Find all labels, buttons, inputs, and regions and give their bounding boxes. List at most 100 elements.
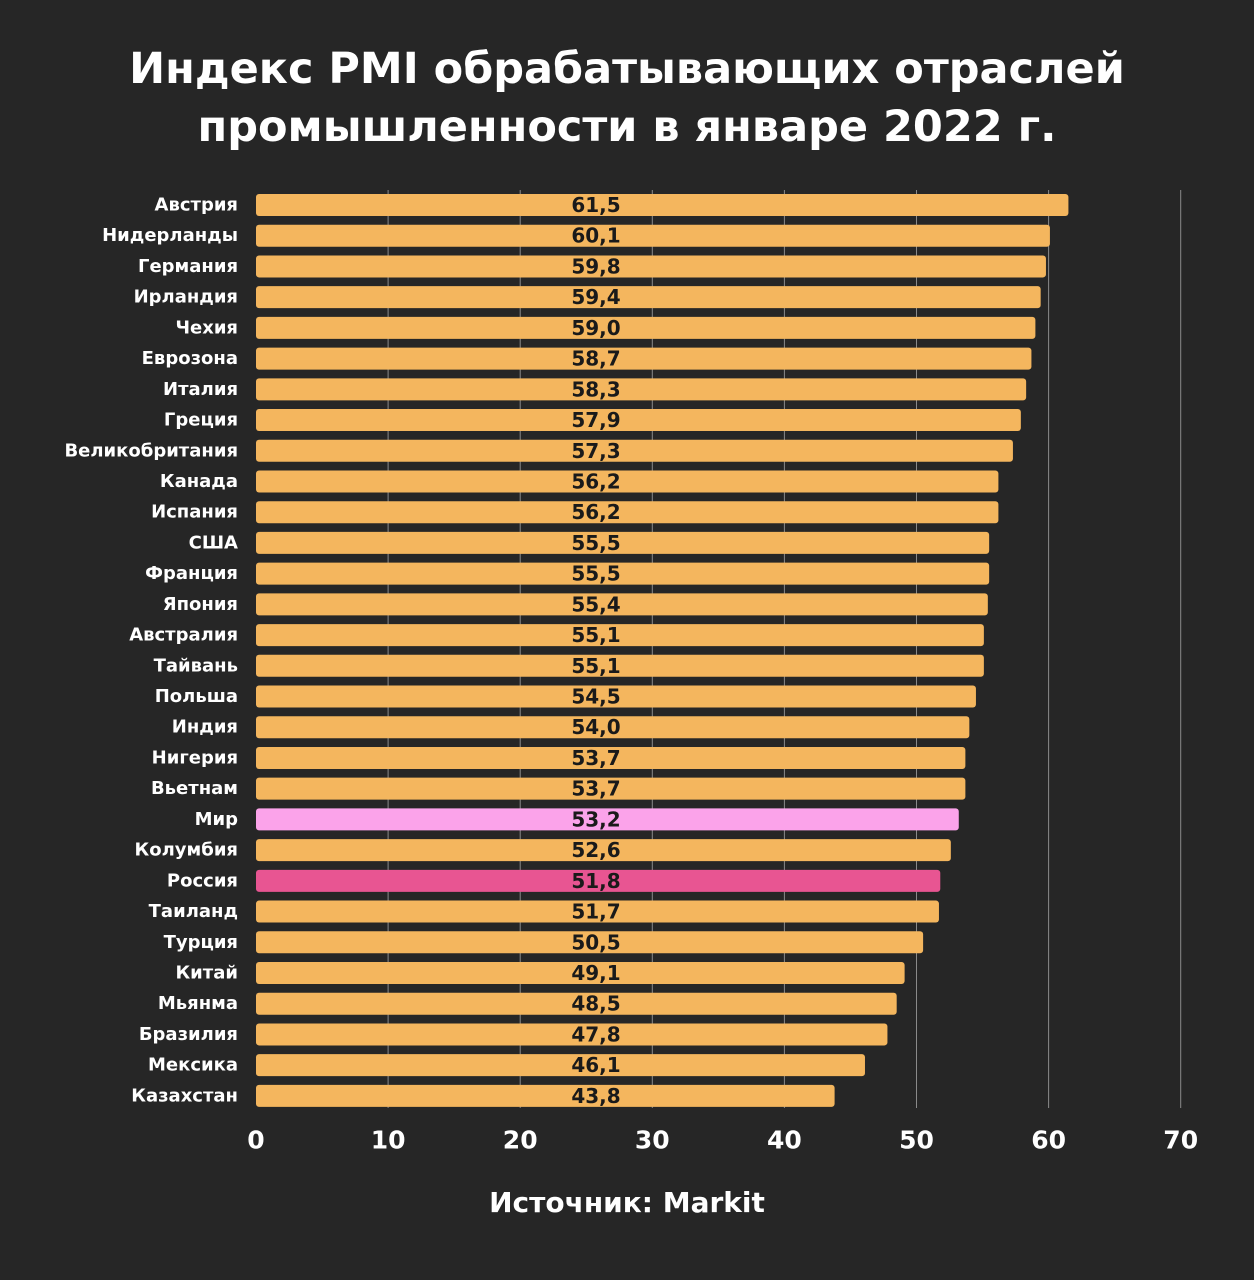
bar [256,409,1021,432]
category-label: Россия [167,870,238,891]
category-label: Италия [163,379,238,400]
data-label: 55,5 [571,531,620,555]
bar [256,685,976,708]
data-label: 50,5 [571,930,620,954]
data-label: 61,5 [571,193,620,217]
bar [256,931,924,954]
data-label: 51,7 [571,900,620,924]
data-label: 56,2 [571,500,620,524]
category-label: Чехия [175,317,238,338]
bar [256,194,1069,216]
data-label: 49,1 [571,961,620,985]
x-tick-label: 70 [1163,1126,1198,1155]
category-label: Япония [163,594,238,615]
bar [256,378,1027,401]
bar [256,347,1032,370]
data-label: 53,7 [571,746,620,770]
bar [256,1023,888,1046]
bar [256,869,941,892]
source-note: Источник: Markit [489,1186,765,1219]
category-label: Китай [175,963,238,984]
chart-title-line-2: промышленности в январе 2022 г. [197,102,1057,152]
category-label: Вьетнам [151,778,238,799]
data-label: 59,8 [571,254,620,278]
data-label: 53,7 [571,777,620,801]
data-label: 60,1 [571,224,620,248]
bar [256,654,984,677]
category-label: Ирландия [134,287,238,308]
data-label: 48,5 [571,992,620,1016]
category-label: Австрия [155,195,238,216]
data-label: 59,4 [571,285,620,309]
category-label: Еврозона [142,348,238,369]
data-label: 55,4 [571,592,620,616]
category-label: Австралия [129,625,238,646]
bar [256,992,897,1015]
category-label: Бразилия [139,1024,238,1045]
bar [256,501,999,524]
category-label: Канада [160,471,238,492]
data-label: 57,3 [571,439,620,463]
category-label: Нидерланды [102,225,238,246]
category-label: Польша [155,686,238,707]
category-label: Германия [138,256,238,277]
bar [256,716,970,739]
data-label: 56,2 [571,469,620,493]
data-label: 53,2 [571,807,620,831]
bar [256,531,990,554]
bar-chart: Австрия 61,5 Нидерланды 60,1 Германия 59,8 Ирл… [64,190,1198,1155]
x-tick-label: 10 [371,1126,406,1155]
data-label: 55,1 [571,654,620,678]
bar [256,562,990,585]
category-label: Казахстан [131,1085,238,1106]
bar [256,224,1050,247]
bar [256,470,999,493]
bar [256,255,1046,278]
bar [256,439,1013,462]
category-label: Мьянма [158,993,238,1014]
category-label: Великобритания [64,440,238,461]
data-label: 54,5 [571,685,620,709]
data-label: 54,0 [571,715,620,739]
bar [256,1084,835,1107]
chart-title-line-1: Индекс PMI обрабатывающих отраслей [129,44,1125,94]
x-axis-ticks: 0 10 20 30 40 50 60 70 [247,1126,1198,1155]
data-label: 52,6 [571,838,620,862]
bar [256,900,939,923]
bar [256,777,966,800]
category-label: Колумбия [135,840,238,861]
category-label: Тайвань [154,655,238,676]
data-label: 57,9 [571,408,620,432]
data-label: 55,1 [571,623,620,647]
bar [256,316,1036,339]
data-label: 47,8 [571,1022,620,1046]
category-label: США [189,532,238,553]
category-label: Франция [145,563,238,584]
bar [256,746,966,769]
bar [256,286,1041,309]
data-label: 58,7 [571,347,620,371]
category-label: Нигерия [152,747,238,768]
data-label: 55,5 [571,562,620,586]
bar [256,1054,865,1077]
bar [256,808,959,831]
grid-lines [387,190,1182,1108]
x-tick-label: 20 [503,1126,538,1155]
data-label: 58,3 [571,377,620,401]
bar [256,624,984,647]
data-label: 43,8 [571,1084,620,1108]
x-tick-label: 50 [899,1126,934,1155]
data-label: 46,1 [571,1053,620,1077]
chart-title: Индекс PMI обрабатывающих отраслей промы… [0,40,1254,156]
x-tick-label: 40 [767,1126,802,1155]
data-label: 59,0 [571,316,620,340]
category-label: Испания [151,502,238,523]
category-label: Индия [172,717,238,738]
x-tick-label: 60 [1031,1126,1066,1155]
x-tick-label: 0 [247,1126,264,1155]
bar [256,839,951,862]
category-label: Мир [195,809,239,830]
category-label: Таиланд [149,901,238,922]
category-label: Мексика [148,1055,238,1076]
category-label: Турция [164,932,238,953]
